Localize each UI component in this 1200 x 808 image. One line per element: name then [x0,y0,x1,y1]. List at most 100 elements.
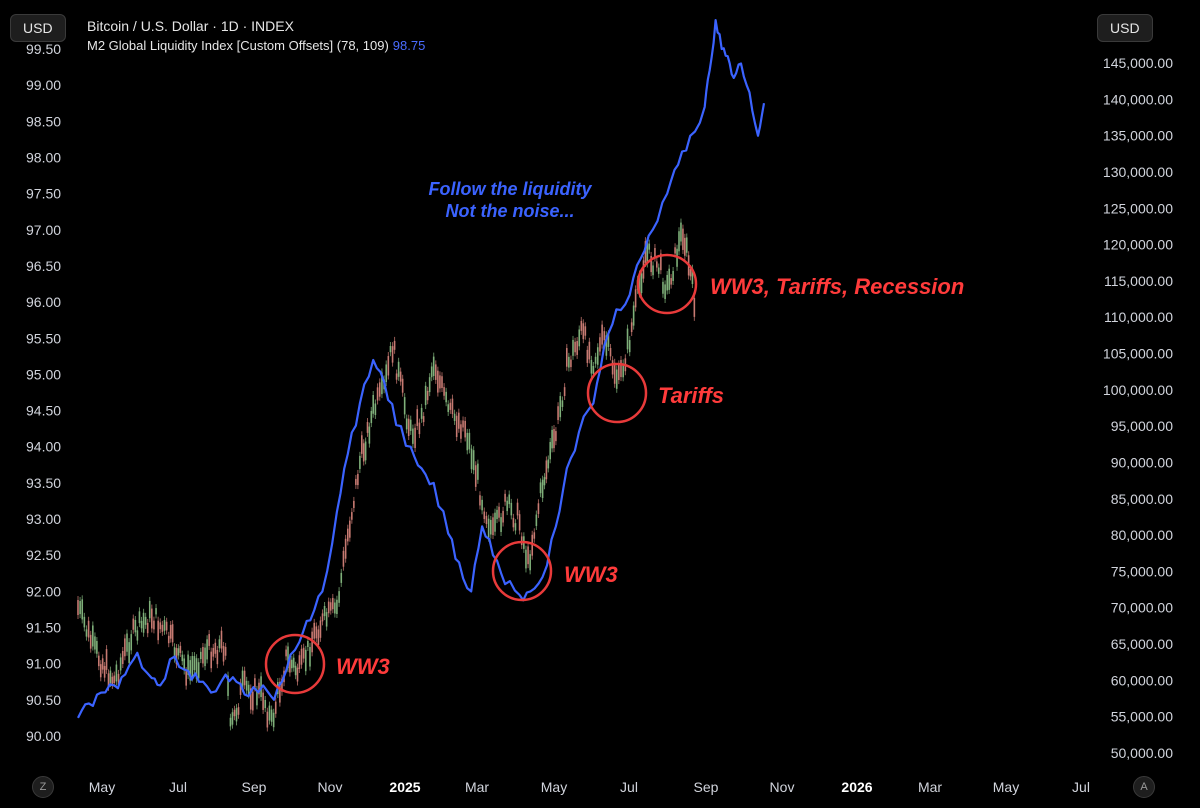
btc-candle [163,620,166,631]
btc-candle [189,660,192,681]
btc-candle [409,419,412,431]
time-tick-label: Jul [1072,779,1090,795]
btc-candle [159,622,162,630]
btc-candle [666,274,669,291]
btc-candle [252,691,254,711]
time-tick-label: Mar [918,779,942,795]
btc-candle [105,649,108,670]
right-tick-label: 75,000.00 [1111,563,1173,579]
btc-candle [537,503,540,514]
btc-candle [545,460,548,480]
btc-candle [516,502,519,516]
left-tick-label: 96.00 [26,294,61,310]
btc-candle [416,409,419,426]
auto-scale-button[interactable]: A [1133,776,1155,798]
btc-candle [313,622,316,639]
btc-candle [195,658,198,679]
btc-candle [220,630,223,649]
btc-candle [212,647,215,657]
liquidity-annotation: Follow the liquidity Not the noise... [405,178,615,222]
btc-candle [85,629,88,637]
btc-candle [344,538,347,559]
btc-candle [334,602,336,614]
btc-candle [274,701,277,714]
ww3-label-1: WW3 [336,654,390,679]
btc-candle [94,636,96,650]
btc-candle [578,329,581,347]
btc-candle [603,331,606,341]
zoom-button[interactable]: Z [32,776,54,798]
btc-candle [327,601,330,614]
right-tick-label: 65,000.00 [1111,636,1173,652]
btc-candle [351,512,353,520]
btc-candle [498,506,500,518]
btc-candle [254,678,256,688]
btc-candle [441,376,443,388]
btc-candle [514,523,517,531]
btc-candle [177,648,180,656]
btc-candle [366,422,369,433]
right-tick-label: 70,000.00 [1111,600,1173,616]
btc-candle [652,265,654,276]
btc-candle [626,328,629,350]
right-tick-label: 100,000.00 [1103,382,1173,398]
btc-candle [584,326,587,336]
symbol-title[interactable]: Bitcoin / U.S. Dollar · 1D · INDEX [87,18,294,34]
btc-candle [270,709,273,722]
btc-candle [79,601,81,615]
ww3-circle-1 [264,633,326,695]
btc-candle [662,281,664,294]
btc-candle [455,415,458,438]
btc-candle [237,707,240,715]
btc-candle [422,416,425,423]
btc-candle [590,359,593,374]
btc-candle [113,675,116,683]
time-tick-label: Mar [465,779,489,795]
btc-candle [632,305,635,326]
btc-candle [512,517,515,528]
btc-candle [304,649,307,672]
btc-candle [279,681,281,703]
right-currency-button[interactable]: USD [1097,14,1153,42]
btc-candle [319,620,322,638]
btc-candle [315,626,318,639]
btc-candle [424,385,427,406]
btc-candle [570,359,572,368]
right-tick-label: 130,000.00 [1103,164,1173,180]
btc-candle [518,514,521,531]
left-currency-button[interactable]: USD [10,14,66,42]
btc-candle [572,339,574,356]
btc-candle [161,624,164,632]
btc-candle [506,500,508,512]
btc-candle [353,500,355,508]
btc-candle [136,630,139,641]
btc-candle [349,520,351,538]
btc-candle [243,670,246,686]
btc-candle [418,422,421,435]
btc-candle [492,517,494,536]
btc-candle [453,413,456,421]
m2-line [77,19,766,719]
btc-candle [385,364,388,383]
btc-candle [525,549,527,569]
combo-circle [636,253,698,315]
btc-candle [325,612,328,627]
indicator-legend[interactable]: M2 Global Liquidity Index [Custom Offset… [87,38,425,53]
left-tick-label: 99.00 [26,77,61,93]
m2-liquidity-series [77,19,766,719]
btc-candle [183,658,186,671]
btc-candle [420,407,423,419]
btc-candle [693,298,696,317]
btc-candle [332,597,334,610]
btc-candle [580,320,583,331]
btc-candle [654,248,656,258]
ww3-circle-2 [491,540,553,602]
btc-candle [685,237,688,253]
btc-candle [426,390,429,401]
btc-candle [405,418,408,430]
btc-candle [543,477,546,486]
btc-candle [615,369,618,389]
btc-candle [657,267,660,274]
btc-candle [374,403,377,416]
